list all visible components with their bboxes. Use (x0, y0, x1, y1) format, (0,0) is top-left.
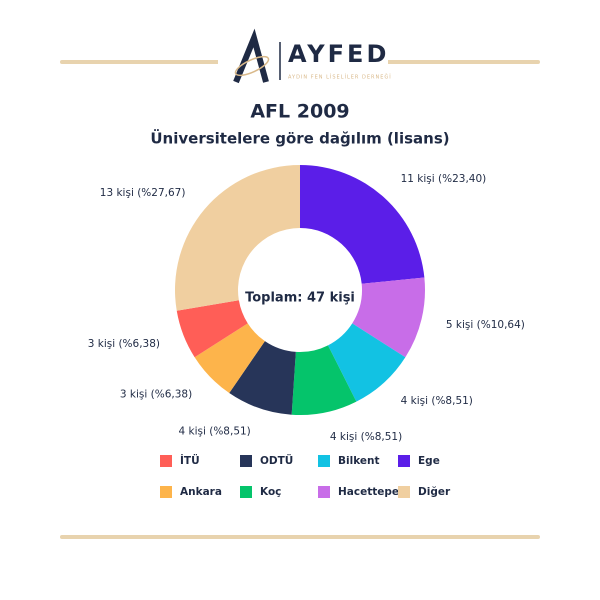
logo-text: AYFED (288, 40, 389, 68)
legend-swatch (160, 455, 172, 467)
donut-slice (174, 165, 300, 311)
donut-slice (352, 277, 425, 358)
donut-slice (229, 341, 296, 415)
center-label: Toplam: 47 kişi (245, 291, 355, 306)
legend-swatch (318, 486, 330, 498)
slice-label: 11 kişi (%23,40) (401, 173, 487, 185)
logo-icon (233, 28, 270, 84)
chart-subtitle: Üniversitelere göre dağılım (lisans) (150, 129, 449, 148)
donut-slice (327, 323, 406, 402)
chart-title: AFL 2009 (250, 101, 349, 123)
legend-label: Ege (418, 455, 440, 467)
legend-label: ODTÜ (260, 453, 293, 467)
slice-label: 4 kişi (%8,51) (330, 431, 402, 443)
legend-swatch (160, 486, 172, 498)
legend-label: Hacettepe (338, 486, 399, 498)
legend-swatch (240, 486, 252, 498)
legend-swatch (240, 455, 252, 467)
logo-subtitle: AYDIN FEN LİSELİLER DERNEĞİ (288, 74, 392, 81)
slice-label: 4 kişi (%8,51) (178, 426, 250, 438)
slice-label: 3 kişi (%6,38) (88, 338, 160, 350)
slice-label: 13 kişi (%27,67) (100, 187, 186, 199)
slice-label: 5 kişi (%10,64) (446, 319, 525, 331)
legend-swatch (398, 455, 410, 467)
legend-label: İTÜ (180, 453, 200, 467)
bottom-rule (60, 535, 540, 539)
slice-label: 3 kişi (%6,38) (120, 388, 192, 400)
donut-slice (176, 300, 248, 358)
legend-label: Diğer (418, 486, 451, 498)
donut-slice (300, 165, 425, 284)
legend-label: Ankara (180, 486, 222, 498)
donut-slice (291, 345, 357, 415)
legend-swatch (398, 486, 410, 498)
legend-swatch (318, 455, 330, 467)
slice-label: 4 kişi (%8,51) (401, 395, 473, 407)
legend-label: Bilkent (338, 455, 380, 467)
donut-slice (194, 323, 265, 394)
legend-label: Koç (260, 486, 281, 498)
